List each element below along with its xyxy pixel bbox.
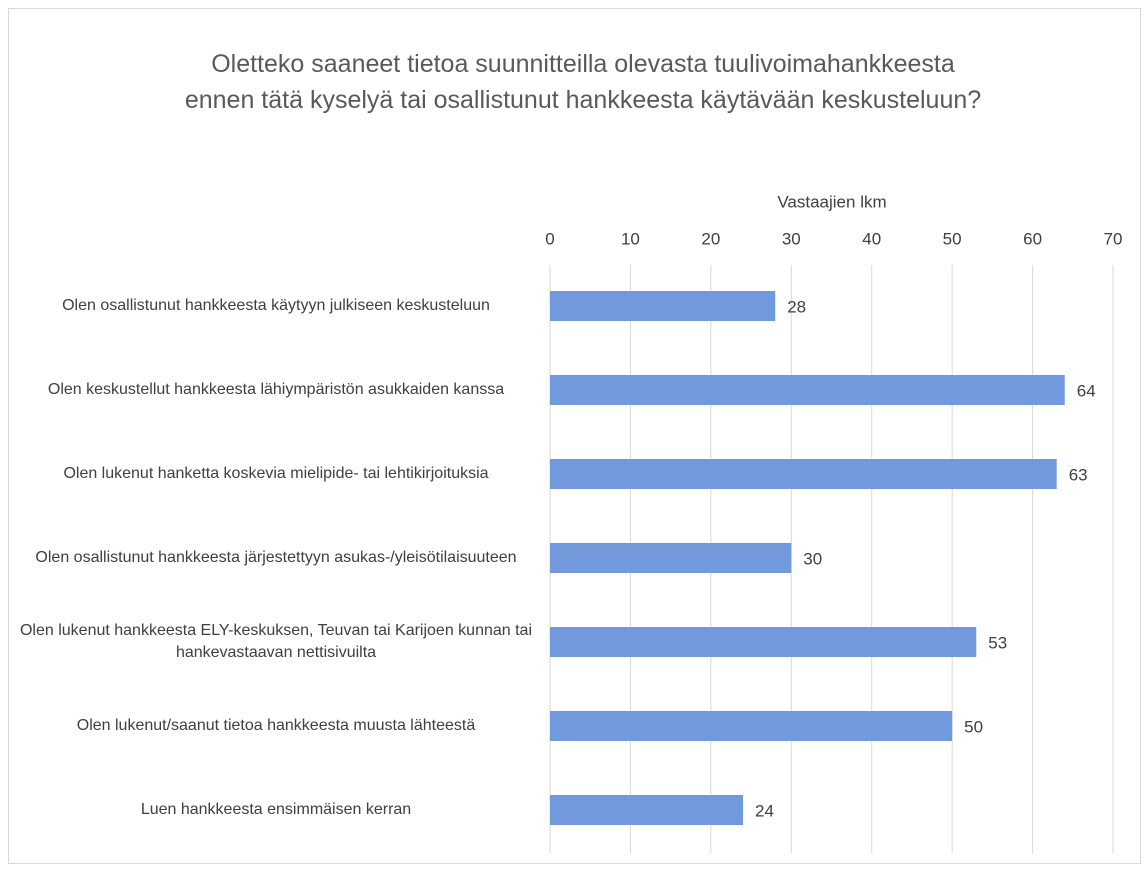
data-label: 28 (787, 297, 806, 316)
y-tick-label: Olen osallistunut hankkeesta käytyyn jul… (62, 297, 490, 314)
bar (550, 459, 1057, 489)
x-tick-label: 20 (701, 229, 720, 248)
y-tick-label: Olen osallistunut hankkeesta järjestetty… (35, 549, 517, 566)
data-label: 64 (1077, 381, 1096, 400)
chart-border (8, 8, 1141, 864)
x-tick-label: 40 (862, 229, 881, 248)
bar (550, 711, 953, 741)
y-tick-label: Olen lukenut hankkeesta ELY-keskuksen, T… (19, 622, 533, 661)
chart-title: Oletteko saaneet tietoa suunnitteilla ol… (184, 50, 982, 114)
data-label: 50 (964, 717, 983, 736)
x-tick-label: 10 (621, 229, 640, 248)
y-tick-label: Olen lukenut hanketta koskevia mielipide… (63, 465, 489, 482)
x-tick-label: 60 (1023, 229, 1042, 248)
bar (550, 627, 977, 657)
data-label: 24 (755, 801, 774, 820)
axis-label: Vastaajien lkm (777, 192, 886, 211)
bar (550, 543, 792, 573)
y-tick-label: Luen hankkeesta ensimmäisen kerran (140, 801, 412, 818)
data-label: 30 (803, 549, 822, 568)
x-tick-label: 50 (943, 229, 962, 248)
bar (550, 375, 1065, 405)
x-tick-label: 70 (1104, 229, 1123, 248)
y-tick-label: Olen lukenut/saanut tietoa hankkeesta mu… (76, 717, 476, 734)
x-tick-label: 30 (782, 229, 801, 248)
data-label: 63 (1069, 465, 1088, 484)
x-tick-label: 0 (545, 229, 554, 248)
bar (550, 795, 744, 825)
data-label: 53 (988, 633, 1007, 652)
y-tick-label: Olen keskustellut hankkeesta lähiympäris… (47, 381, 505, 398)
bar (550, 291, 776, 321)
